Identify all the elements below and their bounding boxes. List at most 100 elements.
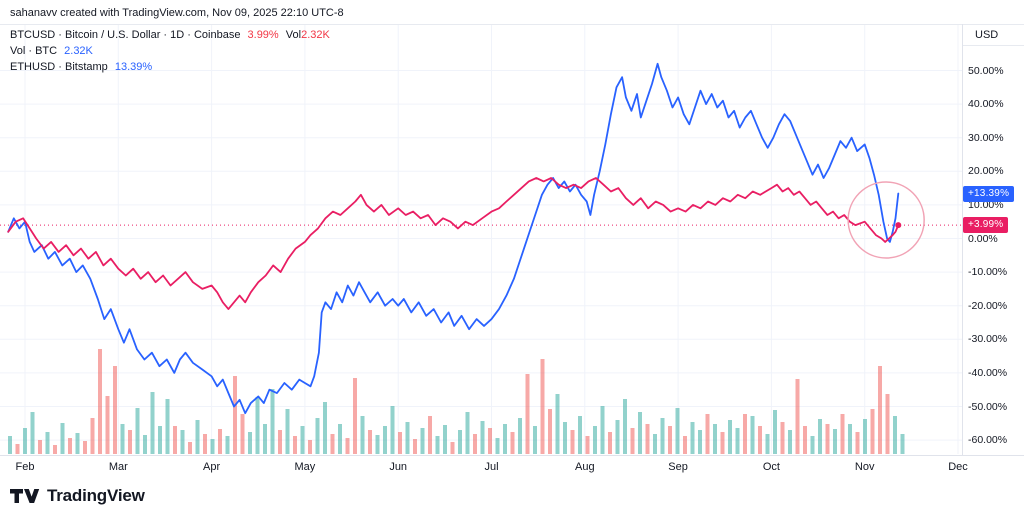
y-tick-label: -40.00% [968, 366, 1008, 379]
volume-bar [645, 424, 650, 454]
volume-bar [713, 424, 717, 454]
x-tick-may: May [294, 461, 316, 473]
volume-bar [750, 416, 755, 454]
volume-bar [30, 412, 35, 454]
volume-bar [743, 414, 747, 454]
volume-bar [398, 432, 402, 454]
volume-bar [840, 414, 845, 454]
top-divider [0, 24, 1024, 25]
volume-bar [23, 428, 27, 454]
volume-bar [563, 422, 567, 454]
volume-bar [555, 394, 560, 454]
volume-bar [293, 436, 297, 454]
volume-bar [600, 406, 605, 454]
legend-volume[interactable]: Vol · BTC 2.32K [10, 43, 330, 59]
volume-bar [473, 434, 477, 454]
volume-bar [210, 439, 215, 454]
volume-bar [488, 428, 492, 454]
volume-bar [443, 425, 447, 454]
volume-bar [795, 379, 800, 454]
x-tick-jul: Jul [484, 461, 499, 473]
y-tick-label: 20.00% [968, 165, 1004, 178]
volume-value: 2.32K [64, 45, 93, 57]
volume-bar [690, 422, 695, 454]
volume-bar [533, 426, 537, 454]
volume-bar [68, 438, 72, 454]
volume-bar [278, 430, 282, 454]
volume-bar [510, 432, 515, 454]
tradingview-logo-icon [10, 489, 40, 503]
y-tick-label: 50.00% [968, 64, 1004, 77]
eth-price-line [7, 62, 900, 415]
volume-bar [773, 410, 777, 454]
volume-bar [98, 349, 102, 454]
volume-bar [413, 439, 417, 454]
volume-bar [818, 419, 822, 454]
volume-bar [585, 436, 590, 454]
ethusd-symbol-label: ETHUSD · Bitstamp [10, 61, 108, 73]
volume-bar [120, 424, 125, 454]
volume-bar [765, 434, 770, 454]
volume-bar [780, 422, 785, 454]
volume-bar [525, 374, 530, 454]
volume-bar [878, 366, 882, 454]
legend-btcusd[interactable]: BTCUSD · Bitcoin / U.S. Dollar · 1D · Co… [10, 27, 330, 43]
volume-bar [90, 418, 95, 454]
volume-bar [653, 434, 657, 454]
volume-bar [60, 423, 65, 454]
volume-bar [870, 409, 875, 454]
volume-bar [825, 424, 830, 454]
volume-bar [855, 432, 860, 454]
volume-bar [900, 434, 905, 454]
volume-bar [435, 436, 440, 454]
volume-bar [428, 416, 432, 454]
tradingview-logo-text: TradingView [47, 486, 145, 505]
volume-bar [788, 430, 792, 454]
volume-bar [720, 432, 725, 454]
volume-bar [338, 424, 342, 454]
volume-bar [180, 430, 185, 454]
volume-bar [480, 421, 485, 454]
volume-bar [165, 399, 170, 454]
volume-bar [195, 420, 200, 454]
x-tick-apr: Apr [203, 461, 221, 473]
y-tick-label: 30.00% [968, 131, 1004, 144]
volume-bar [203, 434, 207, 454]
tradingview-logo[interactable]: TradingView [10, 486, 145, 506]
volume-bar [578, 416, 582, 454]
chart-legend: BTCUSD · Bitcoin / U.S. Dollar · 1D · Co… [10, 27, 330, 75]
volume-bar [158, 426, 162, 454]
volume-bar [420, 428, 425, 454]
volume-bar [233, 376, 237, 454]
volume-bar [8, 436, 12, 454]
volume-bar [465, 412, 470, 454]
price-scale-border [962, 24, 963, 455]
x-tick-aug: Aug [575, 461, 595, 473]
volume-bar [495, 438, 500, 454]
y-tick-label: 0.00% [968, 232, 998, 245]
volume-bar [38, 440, 42, 454]
y-tick-label: -60.00% [968, 434, 1008, 447]
x-tick-nov: Nov [854, 461, 875, 473]
volume-bar [15, 444, 20, 454]
volume-bar [503, 424, 507, 454]
volume-bar [248, 432, 252, 454]
volume-bar [360, 416, 365, 454]
volume-label: Vol · BTC [10, 45, 58, 57]
volume-bar [375, 435, 380, 454]
volume-bar [300, 426, 305, 454]
legend-ethusd[interactable]: ETHUSD · Bitstamp 13.39% [10, 59, 330, 75]
volume-bar [285, 409, 290, 454]
volume-bar [330, 434, 335, 454]
volume-bar [885, 394, 890, 454]
volume-bar [450, 442, 455, 454]
volume-bar [675, 408, 680, 454]
volume-bar [615, 420, 620, 454]
volume-bar [150, 392, 155, 454]
time-axis[interactable]: Feb Mar Apr May Jun Jul Aug Sep Oct Nov Dec [0, 455, 1024, 477]
x-tick-jun: Jun [389, 461, 408, 473]
volume-bar [803, 426, 807, 454]
btcusd-symbol-label: BTCUSD · Bitcoin / U.S. Dollar · 1D · Co… [10, 29, 241, 41]
